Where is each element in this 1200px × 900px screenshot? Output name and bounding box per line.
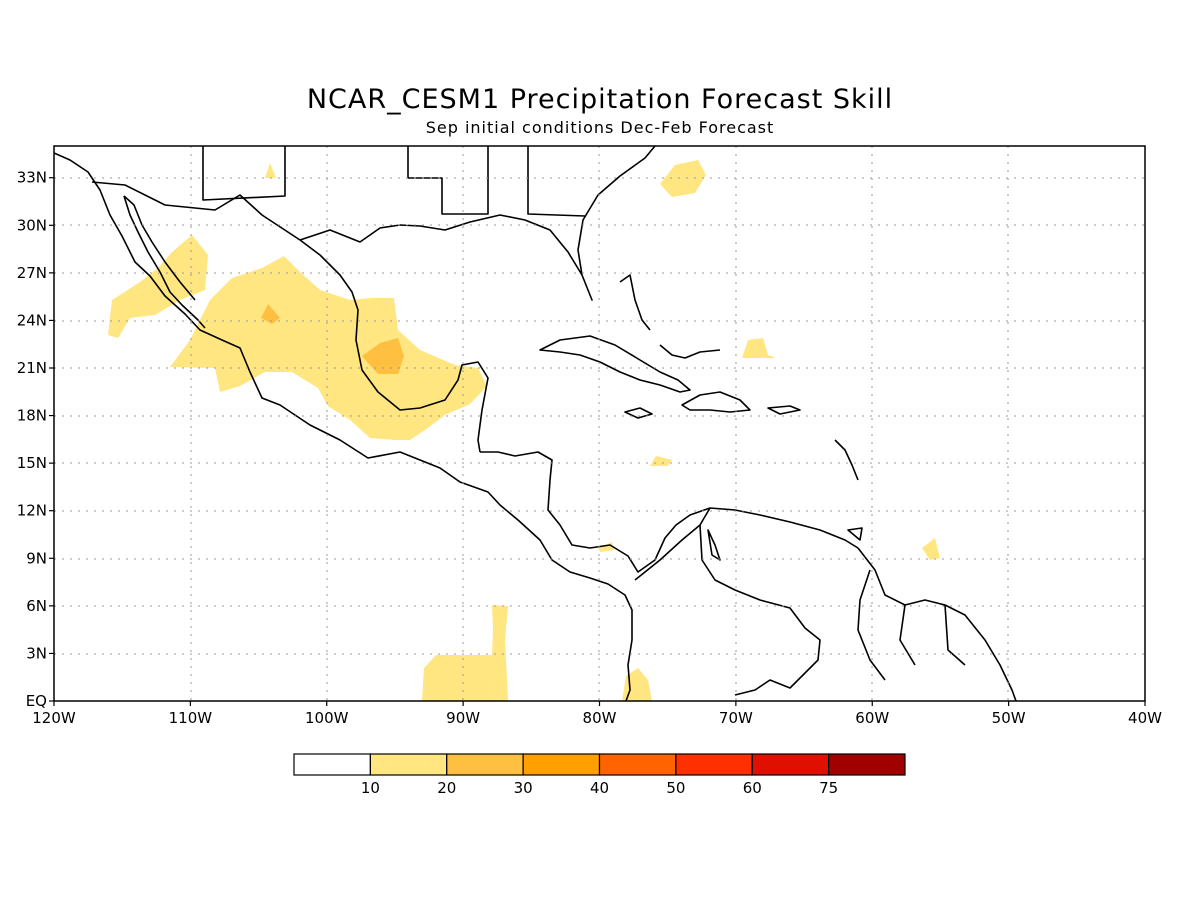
lat-tick-label: 3N [26,644,47,662]
legend-swatch [675,753,753,776]
lon-tick-label: 60W [855,709,889,727]
lat-tick-label: 33N [17,169,47,187]
skill-region-caribbean-central [650,456,672,466]
legend-swatch [522,753,601,776]
lon-tick-label: 40W [1128,709,1162,727]
lat-tick-label: 27N [17,264,47,282]
lat-tick-label: 18N [17,407,47,425]
lat-tick-label: 24N [17,311,47,329]
map-subtitle: Sep initial conditions Dec-Feb Forecast [425,118,775,137]
map-title: NCAR_CESM1 Precipitation Forecast Skill [306,84,894,115]
lat-tick-label: 6N [26,597,47,615]
legend-swatch [446,753,524,776]
color-legend: 10 20 30 40 50 60 75 [293,753,906,797]
skill-region-texas [265,163,276,178]
legend-label: 60 [743,779,762,797]
legend-label: 50 [666,779,685,797]
legend-label: 20 [437,779,456,797]
skill-region-mexico [170,256,487,440]
lat-tick-label: 21N [17,359,47,377]
longitude-axis: 120W 110W 100W 90W 80W 70W 60W 50W 40W [32,701,1162,727]
map-frame [53,145,1146,702]
legend-swatch [828,753,906,776]
lat-tick-label: 9N [26,549,47,567]
skill-region-yucatan-high [362,338,404,374]
legend-label: 10 [361,779,380,797]
lat-tick-label: 12N [17,502,47,520]
lat-tick-label: EQ [26,692,47,710]
skill-shading [108,160,940,701]
lat-tick-label: 15N [17,454,47,472]
graticule [54,146,1145,701]
coastlines [54,146,1017,701]
lon-tick-label: 110W [169,709,213,727]
lon-tick-label: 80W [583,709,617,727]
skill-region-atlantic-north [660,160,706,197]
lon-tick-label: 70W [719,709,753,727]
legend-label: 30 [514,779,533,797]
legend-label: 75 [819,779,838,797]
skill-region-caribbean-north [742,338,776,358]
skill-region-mexico-high [261,304,280,324]
latitude-axis: EQ 3N 6N 9N 12N 15N 18N 21N 24N 27N 30N 33N [17,169,54,710]
lat-tick-label: 30N [17,216,47,234]
skill-region-colombia [622,668,652,701]
legend-swatch [598,753,677,776]
lon-tick-label: 50W [992,709,1026,727]
lon-tick-label: 120W [32,709,76,727]
legend-label: 40 [590,779,609,797]
skill-region-atlantic-east [922,538,940,560]
skill-region-pacific-south [422,605,508,701]
legend-swatch [293,753,371,776]
lon-tick-label: 90W [446,709,480,727]
lon-tick-label: 100W [305,709,349,727]
legend-swatch [369,753,448,776]
legend-swatch [751,753,830,776]
